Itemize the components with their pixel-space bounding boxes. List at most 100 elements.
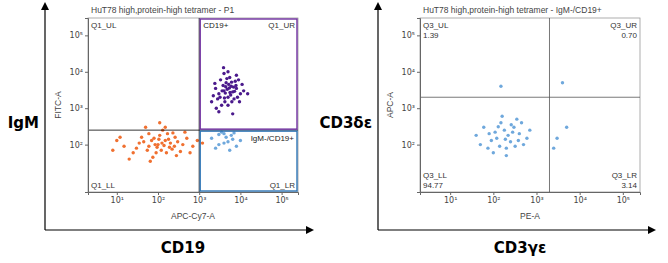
tick-mark — [85, 72, 88, 73]
axis-line — [421, 193, 641, 196]
point — [210, 100, 213, 103]
tick-mark — [450, 192, 451, 195]
title: HuT78 high,protein-high tetramer - P1 — [91, 5, 234, 15]
point — [561, 81, 564, 84]
point — [144, 126, 147, 129]
x-label: PE-A — [520, 211, 540, 221]
point — [151, 156, 154, 159]
point — [518, 132, 521, 135]
point — [515, 117, 518, 120]
x-axis: 10¹ 10² 10³ 10⁴ 10⁵ — [89, 192, 299, 205]
point — [154, 151, 157, 154]
point — [505, 146, 508, 149]
point — [499, 121, 502, 124]
tick: 10⁵ — [275, 192, 288, 205]
quadrant-label: Q3_LR — [612, 171, 638, 180]
tick: 10² — [152, 192, 165, 205]
point — [228, 149, 231, 152]
panel: Q3_UL1.39Q3_UR0.70Q3_LL94.77Q3_LR3.1410¹… — [319, 2, 656, 257]
tick: 10¹ — [111, 192, 124, 205]
point — [122, 145, 125, 148]
tick: 10³ — [70, 104, 88, 113]
plot-area — [420, 18, 640, 192]
tick-label: 10¹ — [444, 196, 457, 205]
point — [231, 112, 234, 115]
point — [525, 137, 528, 140]
point — [150, 139, 153, 142]
point — [235, 87, 238, 90]
tick: 10⁵ — [402, 31, 420, 40]
point — [230, 80, 233, 83]
quadrant-label: Q1_UL — [91, 21, 117, 30]
point — [224, 135, 227, 138]
point — [214, 87, 217, 90]
tick-label: 10⁵ — [275, 196, 288, 205]
point — [147, 132, 150, 135]
point — [173, 145, 176, 148]
tick: 10⁴ — [234, 192, 247, 205]
point — [482, 126, 485, 129]
y-title: IgM — [8, 114, 39, 132]
gate-label: CD19+ — [203, 21, 228, 30]
point — [226, 70, 229, 73]
point — [168, 145, 171, 148]
tick-label: 10⁵ — [617, 196, 630, 205]
x-label: APC-Cy7-A — [171, 211, 215, 221]
point — [220, 89, 223, 92]
quadrant-value: 94.77 — [423, 181, 444, 190]
point — [552, 146, 555, 149]
quadrant-value: 0.70 — [621, 31, 637, 40]
point — [160, 149, 163, 152]
arrow-head — [306, 226, 314, 234]
point — [222, 141, 225, 144]
point — [228, 86, 231, 89]
point — [565, 126, 568, 129]
tick-label: 10² — [487, 196, 500, 205]
arrow-head — [374, 2, 382, 10]
point — [212, 94, 215, 97]
point — [183, 130, 186, 133]
tick-label: 10³ — [70, 104, 83, 113]
tick-label: 10⁵ — [402, 31, 415, 40]
point — [160, 141, 163, 144]
tick-mark — [282, 192, 283, 195]
point — [225, 77, 228, 80]
point — [226, 104, 229, 107]
tick: 10⁴ — [402, 68, 420, 77]
point — [210, 137, 213, 140]
quadrant-value: 1.39 — [423, 31, 439, 40]
point — [487, 132, 490, 135]
point — [164, 139, 167, 142]
quadrant-label: Q1_UR — [268, 21, 295, 30]
point — [201, 141, 204, 144]
quadrant-line — [420, 97, 640, 98]
quadrant-label: Q1_LR — [270, 181, 296, 190]
point — [188, 151, 191, 154]
tick-mark — [117, 192, 118, 195]
tick: 10³ — [193, 192, 206, 205]
plot-area — [88, 18, 298, 192]
point — [179, 150, 182, 153]
point — [131, 151, 134, 154]
point — [135, 146, 138, 149]
arrow-axis — [378, 229, 650, 230]
point — [223, 100, 226, 103]
point — [240, 83, 243, 86]
point — [503, 128, 506, 131]
series — [210, 130, 242, 152]
point — [232, 97, 235, 100]
series — [111, 121, 204, 163]
point — [509, 140, 512, 143]
panel: CD19+IgM-/CD19+Q1_ULQ1_URQ1_LLQ1_LR10¹10… — [8, 2, 314, 257]
y-axis: 10²10³10⁴10⁵ — [402, 19, 421, 193]
point — [522, 143, 525, 146]
point — [217, 110, 220, 113]
point — [235, 145, 238, 148]
tick-label: 10² — [70, 141, 83, 150]
tick: 10³ — [402, 104, 420, 113]
point — [219, 78, 222, 81]
point — [511, 130, 514, 133]
point — [239, 139, 242, 142]
point — [223, 96, 226, 99]
figure: CD19+IgM-/CD19+Q1_ULQ1_URQ1_LLQ1_LR10¹10… — [0, 0, 668, 263]
